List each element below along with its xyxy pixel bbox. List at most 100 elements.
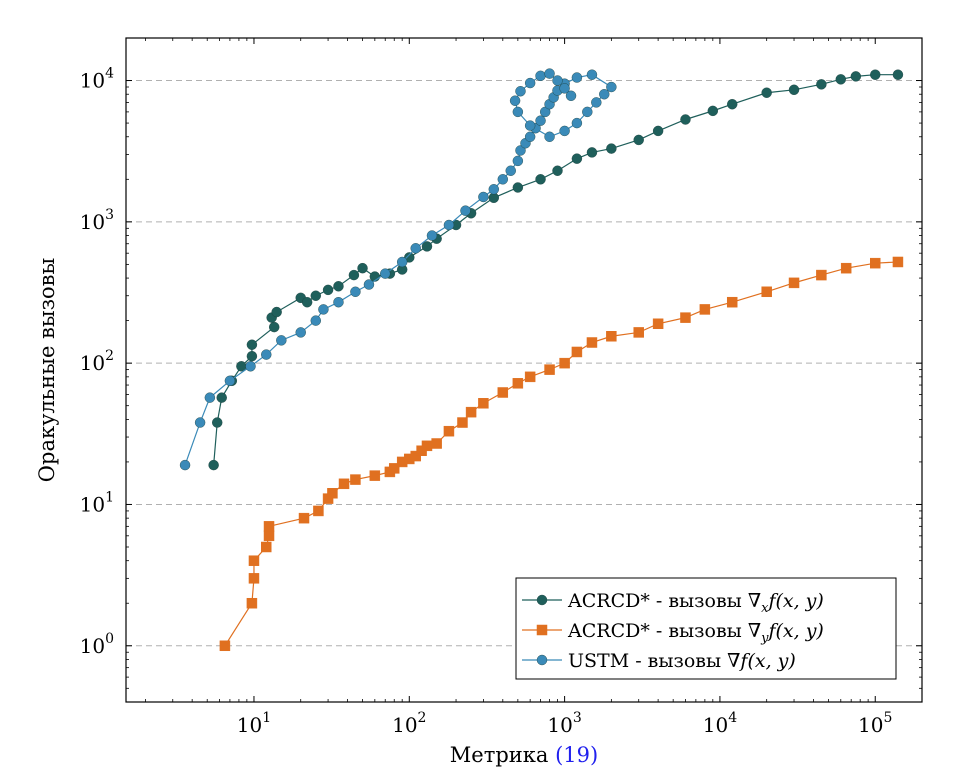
series-2-point-0	[179, 459, 191, 471]
x-tick-label-exp: 4	[728, 710, 737, 726]
y-tick-label-base: 10	[80, 634, 105, 658]
x-axis-title-ref[interactable]: (19)	[555, 743, 598, 767]
series-1-point-31	[571, 346, 583, 358]
series-0-point-1	[212, 417, 223, 428]
series-0-point-7	[269, 321, 280, 333]
series-2	[179, 68, 617, 471]
series-0-point-31	[606, 143, 617, 154]
series-2-point-2	[204, 392, 216, 403]
series-0-point-36	[727, 99, 738, 110]
series-2-point-19	[478, 191, 489, 203]
series-0-point-14	[333, 281, 344, 292]
series-1-point-6	[263, 521, 275, 532]
x-tick-label-base: 10	[547, 713, 572, 737]
series-0-point-26	[512, 182, 524, 193]
series-0-point-29	[571, 153, 583, 164]
legend-label-2: USTM - вызовы ∇f(x, y)	[568, 650, 796, 672]
series-1-point-13	[369, 470, 381, 481]
series-1-point-11	[338, 478, 350, 490]
legend-marker-2	[536, 654, 548, 666]
y-tick-label-2: 102	[80, 348, 114, 375]
series-2-point-13	[380, 268, 391, 279]
series-2-point-47	[524, 77, 536, 89]
legend-label-tail: f(x, y)	[766, 590, 823, 612]
series-2-point-17	[443, 219, 455, 231]
series-1-point-28	[524, 371, 536, 383]
series-1-point-3	[248, 555, 260, 566]
x-tick-label-1: 102	[392, 710, 426, 737]
legend: ACRCD* - вызовы ∇xf(x, y)ACRCD* - вызовы…	[515, 577, 897, 680]
x-tick-label-base: 10	[237, 713, 262, 737]
series-1-point-22	[443, 425, 455, 437]
series-0-point-42	[870, 69, 881, 80]
series-2-point-39	[582, 106, 593, 118]
series-2-point-24	[515, 145, 526, 156]
series-2-point-37	[599, 89, 610, 100]
series-0-point-38	[788, 84, 800, 95]
y-tick-label-3: 103	[80, 207, 114, 234]
series-0-point-27	[535, 174, 546, 185]
series-1-point-12	[350, 474, 361, 485]
legend-box	[515, 577, 897, 680]
y-tick-label-base: 10	[80, 351, 105, 375]
legend-label-tail: f(x, y)	[766, 620, 823, 642]
series-2-point-18	[460, 205, 471, 216]
x-tick-label-base: 10	[703, 713, 728, 737]
series-1-point-15	[388, 463, 400, 474]
series-1-point-32	[586, 337, 598, 348]
y-tick-label-base: 10	[80, 210, 105, 234]
series-2-point-1	[194, 417, 206, 428]
series-2-point-42	[544, 131, 555, 142]
x-tick-label-exp: 5	[884, 710, 893, 726]
series-1-point-44	[892, 256, 904, 268]
series-2-point-16	[426, 230, 438, 241]
series-line-0	[213, 74, 898, 466]
series-0-point-13	[322, 284, 334, 296]
x-axis-title: Метрика (19)	[450, 743, 598, 767]
series-0-point-16	[357, 262, 368, 274]
legend-label-sub: x	[761, 601, 769, 616]
series-1-point-23	[457, 417, 468, 428]
x-tick-label-2: 103	[547, 710, 581, 737]
legend-label-0: ACRCD* - вызовы ∇xf(x, y)	[567, 590, 824, 616]
y-tick-label-exp: 0	[105, 631, 114, 647]
x-tick-label-4: 105	[858, 710, 892, 737]
series-1-point-34	[633, 327, 644, 338]
series-2-point-45	[509, 95, 521, 106]
series-2-point-52	[565, 90, 577, 101]
series-1-point-43	[869, 257, 881, 269]
series-0-point-2	[216, 392, 227, 403]
series-1-point-41	[816, 269, 827, 281]
series-2-point-11	[350, 286, 361, 297]
series-1-point-2	[248, 573, 260, 584]
series-0-point-0	[208, 459, 219, 471]
series-1-point-42	[840, 262, 852, 274]
series-1-point-33	[606, 331, 617, 342]
series-2-point-20	[488, 184, 499, 195]
series-2-point-6	[276, 335, 287, 346]
series-1-point-20	[421, 440, 433, 452]
series-0-point-35	[707, 105, 719, 117]
legend-marker-0	[536, 594, 548, 606]
legend-label-main: ACRCD* - вызовы ∇	[567, 590, 761, 612]
y-tick-label-0: 100	[80, 631, 114, 658]
series-2-point-3	[224, 375, 236, 387]
series-2-point-12	[363, 279, 375, 290]
series-1-point-18	[410, 450, 421, 462]
series-0-point-21	[421, 241, 433, 252]
series-1-point-37	[699, 304, 711, 315]
series-0-point-40	[835, 74, 846, 85]
series-0-point-43	[892, 69, 904, 80]
series-1-point-36	[680, 312, 691, 323]
series-2-point-35	[586, 69, 598, 80]
series-2-point-50	[552, 75, 563, 86]
series-2-point-15	[410, 243, 421, 254]
series-1-point-7	[298, 512, 310, 524]
series-2-point-38	[591, 97, 602, 108]
series-2-point-40	[571, 117, 583, 129]
series-2-point-46	[515, 86, 526, 97]
series-2-point-10	[333, 296, 344, 308]
series-1-point-1	[246, 597, 258, 609]
series-2-point-48	[535, 70, 546, 82]
x-tick-label-exp: 2	[418, 710, 427, 726]
